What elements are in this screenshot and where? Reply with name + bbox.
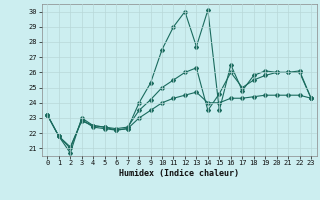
X-axis label: Humidex (Indice chaleur): Humidex (Indice chaleur)	[119, 169, 239, 178]
